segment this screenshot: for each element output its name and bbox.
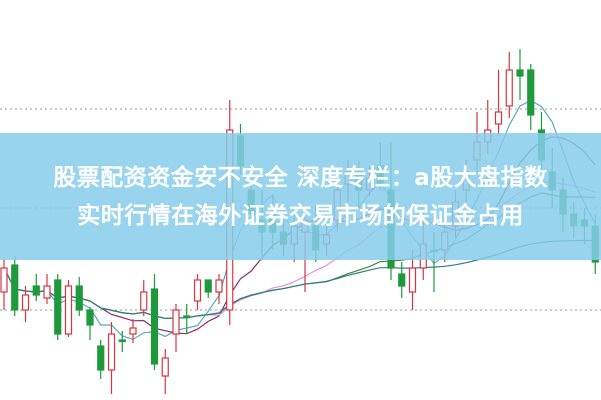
headline-banner: 股票配资资金安不安全 深度专栏：a股大盘指数 实时行情在海外证券交易市场的保证金… xyxy=(0,133,601,260)
candle-up xyxy=(64,285,73,335)
candle-up xyxy=(193,279,202,302)
candle-down xyxy=(54,279,62,335)
candle-down xyxy=(183,315,191,319)
candle-up xyxy=(43,285,51,299)
headline-line-2: 实时行情在海外证券交易市场的保证金占用 xyxy=(77,202,524,229)
candle-down xyxy=(118,339,126,343)
candle-up xyxy=(408,267,417,293)
candle-up xyxy=(107,333,116,371)
candle-down xyxy=(86,309,94,326)
candle-down xyxy=(97,345,105,371)
candle-up xyxy=(505,69,513,107)
candle-down xyxy=(516,69,524,77)
candle-down xyxy=(11,264,19,311)
candle-up xyxy=(161,357,169,377)
headline-line-1: 股票配资资金安不安全 深度专栏：a股大盘指数 xyxy=(53,164,548,191)
candle-down xyxy=(204,279,212,293)
candle-up xyxy=(140,291,148,311)
candle-up xyxy=(494,111,503,125)
candle-down xyxy=(32,285,40,296)
candle-down xyxy=(150,288,159,365)
candle-up xyxy=(129,327,137,335)
candle-up xyxy=(21,294,30,311)
candle-down xyxy=(527,69,535,116)
candle-down xyxy=(398,273,406,287)
candle-up xyxy=(172,309,180,335)
candle-up xyxy=(0,267,8,293)
candle-up xyxy=(215,279,223,293)
candle-down xyxy=(75,285,83,311)
